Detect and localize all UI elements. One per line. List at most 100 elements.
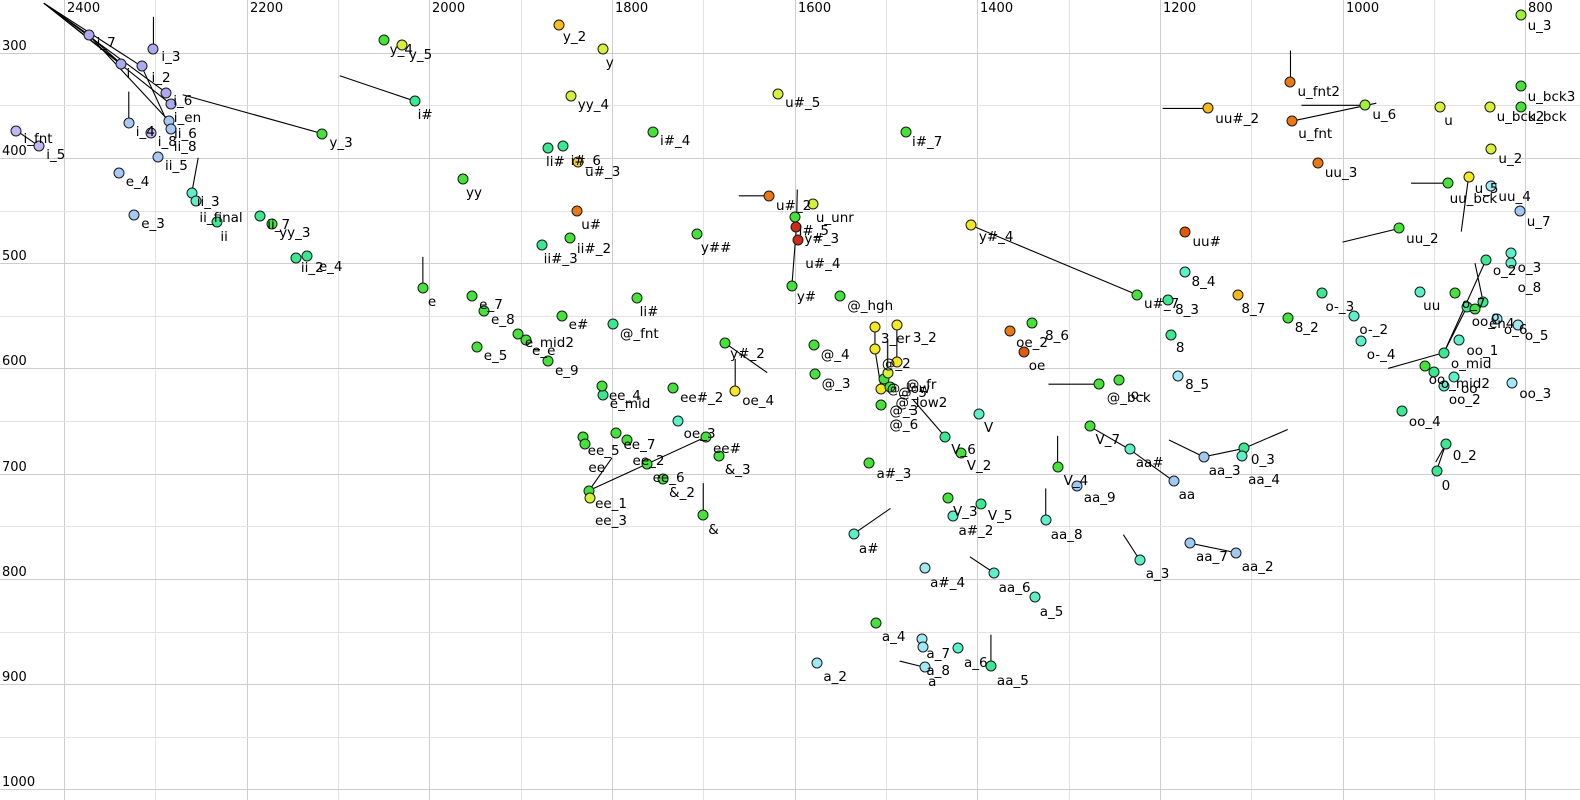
data-point-marker[interactable]	[900, 126, 912, 138]
data-point-marker[interactable]	[1230, 547, 1242, 559]
data-point-marker[interactable]	[557, 140, 569, 152]
data-point-marker[interactable]	[266, 218, 278, 230]
data-point-marker[interactable]	[565, 90, 577, 102]
data-point-marker[interactable]	[113, 167, 125, 179]
data-point-marker[interactable]	[763, 190, 775, 202]
data-point-marker[interactable]	[1414, 286, 1426, 298]
data-point-marker[interactable]	[808, 339, 820, 351]
data-point-marker[interactable]	[596, 380, 608, 392]
data-point-marker[interactable]	[542, 355, 554, 367]
data-point-marker[interactable]	[290, 252, 302, 264]
data-point-marker[interactable]	[789, 211, 801, 223]
data-point-marker[interactable]	[647, 126, 659, 138]
data-point-marker[interactable]	[1232, 289, 1244, 301]
data-point-marker[interactable]	[691, 228, 703, 240]
data-point-marker[interactable]	[947, 510, 959, 522]
data-point-marker[interactable]	[1071, 480, 1083, 492]
data-point-marker[interactable]	[123, 117, 135, 129]
data-point-marker[interactable]	[1512, 319, 1524, 331]
data-point-marker[interactable]	[1165, 329, 1177, 341]
data-point-marker[interactable]	[809, 368, 821, 380]
data-point-marker[interactable]	[1018, 346, 1030, 358]
data-point-marker[interactable]	[1162, 294, 1174, 306]
data-point-marker[interactable]	[786, 280, 798, 292]
data-point-marker[interactable]	[1485, 180, 1497, 192]
data-point-marker[interactable]	[1396, 405, 1408, 417]
data-point-marker[interactable]	[556, 310, 568, 322]
data-point-marker[interactable]	[1282, 312, 1294, 324]
data-point-marker[interactable]	[1052, 461, 1064, 473]
data-point-marker[interactable]	[1316, 287, 1328, 299]
data-point-marker[interactable]	[254, 210, 266, 222]
data-point-marker[interactable]	[301, 250, 313, 262]
data-point-marker[interactable]	[1284, 76, 1296, 88]
data-point-marker[interactable]	[884, 381, 896, 393]
data-point-marker[interactable]	[697, 509, 709, 521]
data-point-marker[interactable]	[160, 87, 172, 99]
data-point-marker[interactable]	[1184, 537, 1196, 549]
data-point-marker[interactable]	[870, 617, 882, 629]
data-point-marker[interactable]	[115, 58, 127, 70]
data-point-marker[interactable]	[316, 128, 328, 140]
data-point-marker[interactable]	[607, 318, 619, 330]
data-point-marker[interactable]	[128, 209, 140, 221]
data-point-marker[interactable]	[417, 282, 429, 294]
data-point-marker[interactable]	[834, 290, 846, 302]
data-point-marker[interactable]	[1448, 371, 1460, 383]
data-point-marker[interactable]	[1484, 101, 1496, 113]
data-point-marker[interactable]	[1084, 420, 1096, 432]
data-point-marker[interactable]	[955, 447, 967, 459]
data-point-marker[interactable]	[1431, 465, 1443, 477]
data-point-marker[interactable]	[542, 142, 554, 154]
data-point-marker[interactable]	[1168, 475, 1180, 487]
data-point-marker[interactable]	[478, 305, 490, 317]
data-point-marker[interactable]	[1506, 377, 1518, 389]
data-point-marker[interactable]	[136, 60, 148, 72]
data-point-marker[interactable]	[631, 292, 643, 304]
data-point-marker[interactable]	[719, 337, 731, 349]
data-point-marker[interactable]	[190, 195, 202, 207]
data-point-marker[interactable]	[1113, 374, 1125, 386]
data-point-marker[interactable]	[965, 219, 977, 231]
data-point-marker[interactable]	[1004, 325, 1016, 337]
data-point-marker[interactable]	[729, 385, 741, 397]
data-point-marker[interactable]	[378, 34, 390, 46]
data-point-marker[interactable]	[1485, 143, 1497, 155]
data-point-marker[interactable]	[1515, 101, 1527, 113]
data-point-marker[interactable]	[919, 562, 931, 574]
data-point-marker[interactable]	[942, 492, 954, 504]
data-point-marker[interactable]	[1480, 254, 1492, 266]
data-point-marker[interactable]	[1134, 554, 1146, 566]
data-point-marker[interactable]	[1286, 115, 1298, 127]
data-point-marker[interactable]	[939, 431, 951, 443]
data-point-marker[interactable]	[1348, 310, 1360, 322]
data-point-marker[interactable]	[564, 232, 576, 244]
data-point-marker[interactable]	[1514, 205, 1526, 217]
data-point-marker[interactable]	[396, 39, 408, 51]
data-point-marker[interactable]	[1515, 80, 1527, 92]
data-point-marker[interactable]	[811, 657, 823, 669]
data-point-marker[interactable]	[1438, 380, 1450, 392]
data-point-marker[interactable]	[1505, 257, 1517, 269]
data-point-marker[interactable]	[409, 95, 421, 107]
data-point-marker[interactable]	[10, 125, 22, 137]
data-point-marker[interactable]	[917, 641, 929, 653]
data-point-marker[interactable]	[572, 156, 584, 168]
data-point-marker[interactable]	[597, 43, 609, 55]
data-point-marker[interactable]	[466, 290, 478, 302]
data-point-marker[interactable]	[1093, 378, 1105, 390]
data-point-marker[interactable]	[512, 328, 524, 340]
data-point-marker[interactable]	[975, 498, 987, 510]
data-point-marker[interactable]	[1505, 247, 1517, 259]
data-point-marker[interactable]	[848, 528, 860, 540]
data-point-marker[interactable]	[1355, 335, 1367, 347]
data-point-marker[interactable]	[891, 319, 903, 331]
data-point-marker[interactable]	[1124, 443, 1136, 455]
data-point-marker[interactable]	[667, 382, 679, 394]
data-point-marker[interactable]	[1359, 99, 1371, 111]
data-point-marker[interactable]	[952, 642, 964, 654]
data-point-marker[interactable]	[211, 216, 223, 228]
data-point-marker[interactable]	[988, 567, 1000, 579]
data-point-marker[interactable]	[1442, 177, 1454, 189]
data-point-marker[interactable]	[553, 19, 565, 31]
